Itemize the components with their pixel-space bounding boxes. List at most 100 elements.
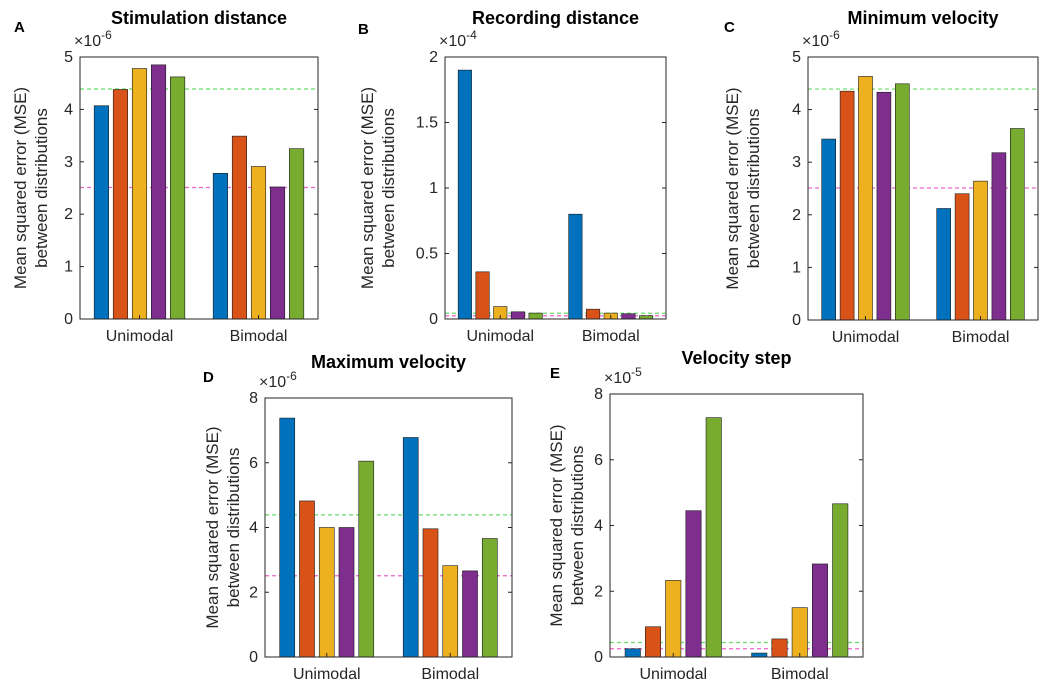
bar — [973, 180, 988, 321]
y-tick-label: 0 — [249, 649, 258, 666]
y-axis-label: Mean squared error (MSE) between distribu… — [723, 87, 763, 289]
y-axis-label: Mean squared error (MSE) between distribu… — [203, 426, 243, 628]
y-tick-label: 2 — [429, 49, 438, 66]
y-tick-label: 2 — [594, 583, 603, 600]
y-tick-label: 6 — [249, 455, 258, 472]
y-tick-label: 0 — [64, 311, 73, 328]
y-tick-label: 5 — [792, 49, 801, 66]
axes-box — [264, 397, 513, 658]
bar — [481, 538, 498, 658]
panel-letter: A — [14, 19, 25, 36]
y-tick-label: 2 — [249, 584, 258, 601]
bar — [771, 638, 788, 658]
y-tick-label: 1.5 — [416, 115, 438, 132]
bar — [811, 563, 828, 658]
bar — [685, 510, 702, 658]
bar — [1010, 128, 1025, 321]
bar — [510, 311, 525, 320]
y-tick-label: 1 — [429, 180, 438, 197]
x-tick-label: Unimodal — [106, 328, 174, 345]
y-tick-label: 2 — [64, 206, 73, 223]
y-tick-label: 3 — [792, 154, 801, 171]
bar — [151, 64, 167, 320]
axes-box — [444, 56, 667, 320]
y-tick-label: 0.5 — [416, 246, 438, 263]
y-tick-label: 0 — [792, 312, 801, 329]
chart-title: Velocity step — [681, 348, 791, 368]
bar — [876, 91, 892, 321]
bar — [621, 313, 636, 320]
y-axis-label: Mean squared error (MSE) between distribu… — [11, 87, 51, 289]
bar — [624, 648, 641, 658]
x-tick-label: Bimodal — [230, 328, 288, 345]
panel-b: B Recording distance×10-4 Mean squared err… — [358, 8, 667, 345]
bar — [131, 68, 148, 320]
chart-title: Stimulation distance — [111, 8, 287, 28]
bar — [665, 580, 682, 658]
bar — [299, 500, 315, 658]
y-tick-label: 8 — [249, 390, 258, 407]
y-tick-label: 4 — [792, 102, 801, 119]
bar — [442, 565, 459, 658]
x-tick-label: Bimodal — [952, 329, 1010, 346]
bar — [93, 105, 109, 320]
bar — [751, 652, 768, 658]
bar — [457, 69, 472, 320]
y-tick-label: 8 — [594, 386, 603, 403]
bar — [832, 503, 849, 658]
bar — [270, 186, 286, 320]
bar — [991, 152, 1007, 321]
exponent-label: ×10-6 — [74, 28, 112, 50]
bar — [568, 213, 583, 320]
bar — [705, 417, 722, 658]
panel-letter: D — [203, 369, 214, 386]
bar — [858, 76, 873, 321]
panel-c: C Minimum velocity ×10-6 Mean squared error… — [723, 8, 1039, 346]
bar — [586, 308, 601, 320]
bar — [895, 83, 910, 321]
axes-box — [807, 56, 1039, 321]
panel-d: D Maximum velocity ×10-6 Mean squared error… — [203, 352, 513, 683]
x-tick-label: Bimodal — [582, 328, 640, 345]
x-tick-label: Bimodal — [421, 666, 479, 683]
panel-e: E Velocity step ×10-5 Mean squared error (M… — [547, 348, 864, 683]
axes-box — [79, 56, 319, 320]
bar — [289, 148, 305, 320]
x-tick-label: Unimodal — [293, 666, 361, 683]
bar — [422, 528, 439, 658]
bar — [279, 417, 296, 658]
chart-title: Recording distance — [472, 8, 639, 28]
y-axis-label: Mean squared error (MSE) between distribu… — [358, 87, 398, 289]
y-tick-label: 0 — [594, 649, 603, 666]
bar — [112, 89, 128, 320]
panel-letter: C — [724, 19, 735, 36]
bar — [936, 208, 951, 321]
y-tick-label: 0 — [429, 311, 438, 328]
bar — [839, 90, 855, 321]
bar — [821, 138, 836, 321]
y-tick-label: 2 — [792, 207, 801, 224]
y-axis-label: Mean squared error (MSE) between distribu… — [547, 424, 587, 626]
chart-title: Maximum velocity — [311, 352, 466, 372]
y-tick-label: 1 — [792, 259, 801, 276]
bar — [791, 607, 808, 658]
panel-letter: E — [550, 365, 560, 382]
x-tick-label: Unimodal — [639, 666, 707, 683]
x-tick-label: Unimodal — [832, 329, 900, 346]
bar — [954, 193, 970, 321]
panel-letter: B — [358, 21, 369, 38]
exponent-label: ×10-6 — [259, 369, 297, 391]
bar — [475, 271, 490, 320]
bar — [462, 570, 478, 658]
exponent-label: ×10-5 — [604, 365, 642, 387]
y-tick-label: 4 — [594, 518, 603, 535]
bar — [318, 527, 335, 658]
x-tick-label: Bimodal — [771, 666, 829, 683]
chart-title: Minimum velocity — [847, 8, 998, 28]
bar — [358, 460, 375, 658]
bar — [645, 626, 662, 658]
panel-a: A Stimulation distance×10-6 Mean squared e… — [11, 8, 319, 345]
y-tick-label: 1 — [64, 259, 73, 276]
exponent-label: ×10-4 — [439, 28, 477, 50]
